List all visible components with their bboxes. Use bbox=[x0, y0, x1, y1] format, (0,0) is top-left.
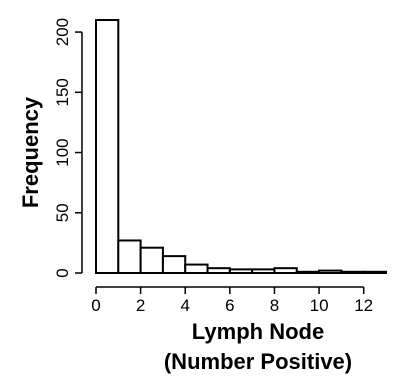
y-tick-label: 50 bbox=[53, 203, 72, 222]
y-tick-label: 200 bbox=[53, 18, 72, 46]
y-tick-label: 100 bbox=[53, 138, 72, 166]
histogram-bar bbox=[206, 267, 231, 275]
histogram-bar bbox=[161, 255, 187, 275]
x-axis-title-line-1: Lymph Node bbox=[192, 319, 324, 344]
x-axis-ticks: 0 2 4 6 8 10 12 bbox=[91, 287, 373, 315]
x-axis-title-line-2: (Number Positive) bbox=[164, 349, 352, 374]
histogram-bar bbox=[117, 239, 142, 274]
histogram-bar bbox=[340, 270, 365, 275]
histogram-bar bbox=[251, 268, 276, 275]
x-tick-label: 6 bbox=[225, 296, 234, 315]
histogram-bar bbox=[95, 19, 120, 275]
y-axis-title: Frequency bbox=[18, 96, 43, 208]
x-tick-label: 10 bbox=[310, 296, 329, 315]
histogram-bar bbox=[362, 270, 388, 275]
x-tick-label: 4 bbox=[180, 296, 189, 315]
histogram-bar bbox=[184, 263, 209, 275]
histogram-bar bbox=[273, 267, 298, 275]
histogram-bar bbox=[139, 246, 164, 275]
x-tick-label: 8 bbox=[270, 296, 279, 315]
bars-group bbox=[95, 19, 388, 275]
y-tick-label: 150 bbox=[53, 78, 72, 106]
x-tick-label: 2 bbox=[136, 296, 145, 315]
x-tick-label: 0 bbox=[91, 296, 100, 315]
y-axis-ticks: 0 50 100 150 200 bbox=[53, 18, 82, 278]
y-tick-label: 0 bbox=[53, 268, 72, 277]
histogram-bar bbox=[228, 268, 254, 275]
x-tick-label: 12 bbox=[354, 296, 373, 315]
histogram-bar bbox=[318, 269, 343, 275]
histogram-bar bbox=[295, 270, 321, 275]
